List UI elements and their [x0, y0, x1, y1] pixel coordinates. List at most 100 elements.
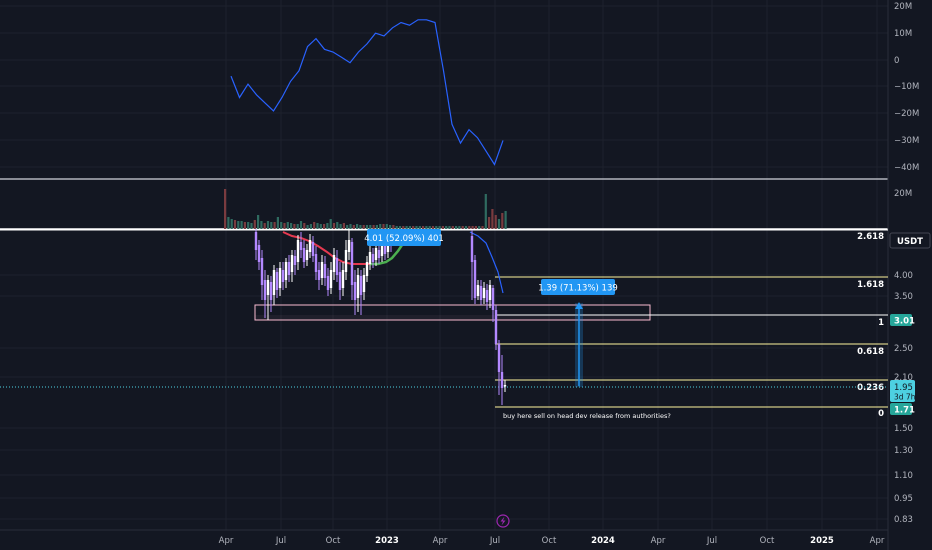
candle — [338, 272, 342, 290]
candle — [335, 258, 339, 275]
volume-bar — [382, 224, 385, 229]
volume-bar — [422, 226, 425, 229]
volume-bar — [385, 224, 388, 229]
price-scale[interactable]: 4.00 3.50 2.50 2.10 1.50 1.30 1.10 0.95 … — [894, 271, 913, 525]
volume-bar — [461, 226, 464, 229]
lightning-icon[interactable] — [496, 514, 510, 528]
price-badge-171 — [890, 403, 912, 415]
volume-bar — [346, 225, 349, 229]
ma-green-line — [370, 244, 404, 266]
volume-bar — [365, 225, 369, 229]
volume-bar — [286, 222, 289, 229]
candle — [353, 282, 357, 300]
time-tick: Apr — [651, 536, 666, 546]
candle — [272, 270, 276, 295]
candle — [350, 242, 354, 285]
candle — [260, 258, 264, 285]
candle — [362, 275, 366, 292]
candle — [341, 270, 345, 288]
volume-bar — [257, 215, 260, 229]
volume-bar — [408, 226, 411, 229]
volume-bar — [303, 223, 306, 229]
candle — [473, 260, 477, 298]
candle — [332, 255, 336, 272]
candle — [287, 262, 291, 275]
candle — [488, 285, 492, 300]
volume-bar — [323, 224, 326, 229]
candle — [281, 270, 285, 282]
indicator-tick: 0 — [894, 56, 899, 66]
volume-bar — [464, 226, 468, 229]
candle — [311, 242, 315, 256]
volume-bars — [224, 189, 507, 229]
volume-bar — [290, 223, 293, 229]
candle — [383, 246, 387, 254]
candle — [497, 344, 501, 372]
volume-bar — [501, 213, 504, 229]
volume-bar — [253, 220, 256, 229]
volume-bar — [481, 226, 484, 229]
indicator-line — [230, 19, 504, 166]
volume-bar — [471, 226, 474, 229]
volume-bar — [435, 226, 438, 229]
time-axis[interactable]: Apr Jul Oct 2023 Apr Jul Oct 2024 Apr Ju… — [219, 536, 885, 546]
volume-bar — [342, 223, 345, 229]
current-price-badge — [890, 380, 915, 402]
volume-bar — [332, 223, 336, 229]
fibonacci-retracement[interactable]: 2.618 1.618 1 0.618 0.236 0 — [0, 229, 888, 419]
volume-bar — [266, 221, 270, 229]
time-tick-year: 2025 — [810, 536, 834, 546]
currency-box[interactable] — [889, 232, 931, 249]
volume-bar — [230, 219, 233, 229]
candle — [374, 248, 378, 260]
volume-bar — [441, 226, 444, 229]
support-zone-box[interactable] — [254, 304, 651, 321]
price-tick: 1.10 — [894, 471, 913, 481]
price-badge-171-text: 1.71 — [894, 406, 915, 416]
candle — [368, 252, 372, 264]
time-tick: Oct — [326, 536, 341, 546]
volume-bar — [392, 225, 395, 229]
candle — [269, 282, 273, 300]
candle — [476, 285, 480, 296]
time-tick-year: 2023 — [375, 536, 399, 546]
volume-bar — [247, 222, 250, 229]
volume-bar — [283, 223, 286, 229]
volume-bar — [243, 222, 246, 229]
candle — [296, 240, 300, 262]
candle — [326, 276, 330, 290]
volume-bar — [349, 224, 352, 229]
candle — [380, 244, 384, 256]
price-tick: 0.83 — [894, 515, 913, 525]
volume-bar — [375, 225, 378, 229]
candle — [257, 245, 261, 262]
volume-bar — [299, 221, 303, 229]
volume-bar — [270, 222, 273, 229]
support-zone-fill — [255, 315, 650, 320]
candle — [254, 232, 258, 250]
volume-bar — [319, 224, 322, 229]
volume-bar — [227, 217, 230, 229]
volume-bar — [263, 223, 266, 229]
price-tick: 3.50 — [894, 292, 913, 302]
volume-tick: 20M — [894, 189, 912, 199]
candle — [356, 275, 360, 298]
volume-bar — [431, 226, 435, 229]
volume-bar — [468, 226, 471, 229]
candle — [494, 310, 498, 344]
volume-bar — [329, 219, 332, 229]
indicator-scale[interactable]: 20M 10M 0 −10M −20M −30M −40M — [894, 2, 919, 173]
candle — [485, 290, 489, 302]
price-range-measure[interactable]: 1.39 (71.13%) 139 — [538, 279, 618, 387]
volume-bar — [402, 226, 405, 229]
ma-blue-line — [469, 231, 504, 294]
annotation-text[interactable]: buy here sell on head dev release from a… — [503, 412, 671, 420]
volume-bar — [451, 226, 454, 229]
indicator-tick: −30M — [894, 136, 919, 146]
volume-bar — [455, 226, 458, 229]
candle — [266, 280, 270, 295]
volume-bar — [415, 226, 418, 229]
candle — [323, 264, 327, 278]
price-range-measure-left[interactable]: 4.01 (52.09%) 401 — [364, 229, 444, 246]
